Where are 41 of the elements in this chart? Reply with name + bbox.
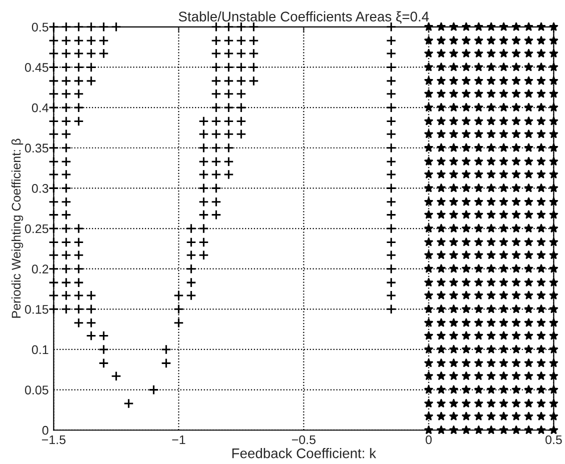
point: [386, 169, 396, 180]
point: [386, 250, 396, 260]
chart-title: Stable/Unstable Coefficients Areas ξ=0.4: [178, 11, 429, 24]
x-tick-label: 0.5: [546, 435, 562, 444]
point: [386, 223, 396, 234]
x-tick-label: −0.5: [292, 435, 316, 444]
point: [386, 277, 396, 288]
point: [386, 142, 396, 154]
y-tick-label: 0.15: [24, 304, 48, 314]
y-tick-label: 0.3: [32, 184, 48, 193]
y-tick-label: 0.05: [24, 386, 48, 394]
y-tick-label: 0.1: [32, 345, 48, 354]
point: [386, 210, 396, 220]
point: [386, 76, 396, 86]
x-tick-label: −1: [172, 435, 186, 444]
y-tick-label: 0.5: [32, 22, 48, 32]
point: [386, 156, 396, 167]
y-tick-label: 0: [42, 426, 48, 435]
y-tick-label: 0.45: [24, 63, 48, 72]
y-tick-label: 0.4: [32, 103, 48, 112]
point: [386, 35, 396, 46]
y-tick-label: 0.25: [24, 224, 48, 234]
y-tick-label: 0.35: [24, 144, 48, 153]
point: [386, 304, 396, 314]
y-tick-label: 0.2: [32, 264, 48, 274]
x-tick-label: −1.5: [42, 435, 66, 444]
point: [386, 196, 396, 208]
point: [386, 116, 396, 126]
point: [386, 290, 396, 301]
point: [386, 264, 396, 274]
point: [386, 183, 396, 194]
point: [386, 102, 396, 113]
point: [386, 88, 396, 100]
x-tick-label: 0: [426, 435, 432, 444]
point: [386, 129, 396, 140]
x-axis-title: Feedback Coefficient: k: [232, 448, 376, 458]
point: [386, 48, 396, 59]
point: [386, 62, 396, 72]
point: [386, 237, 396, 248]
point: [386, 22, 396, 32]
y-axis-title: Periodic Weighting Coefficient: β: [11, 138, 24, 318]
